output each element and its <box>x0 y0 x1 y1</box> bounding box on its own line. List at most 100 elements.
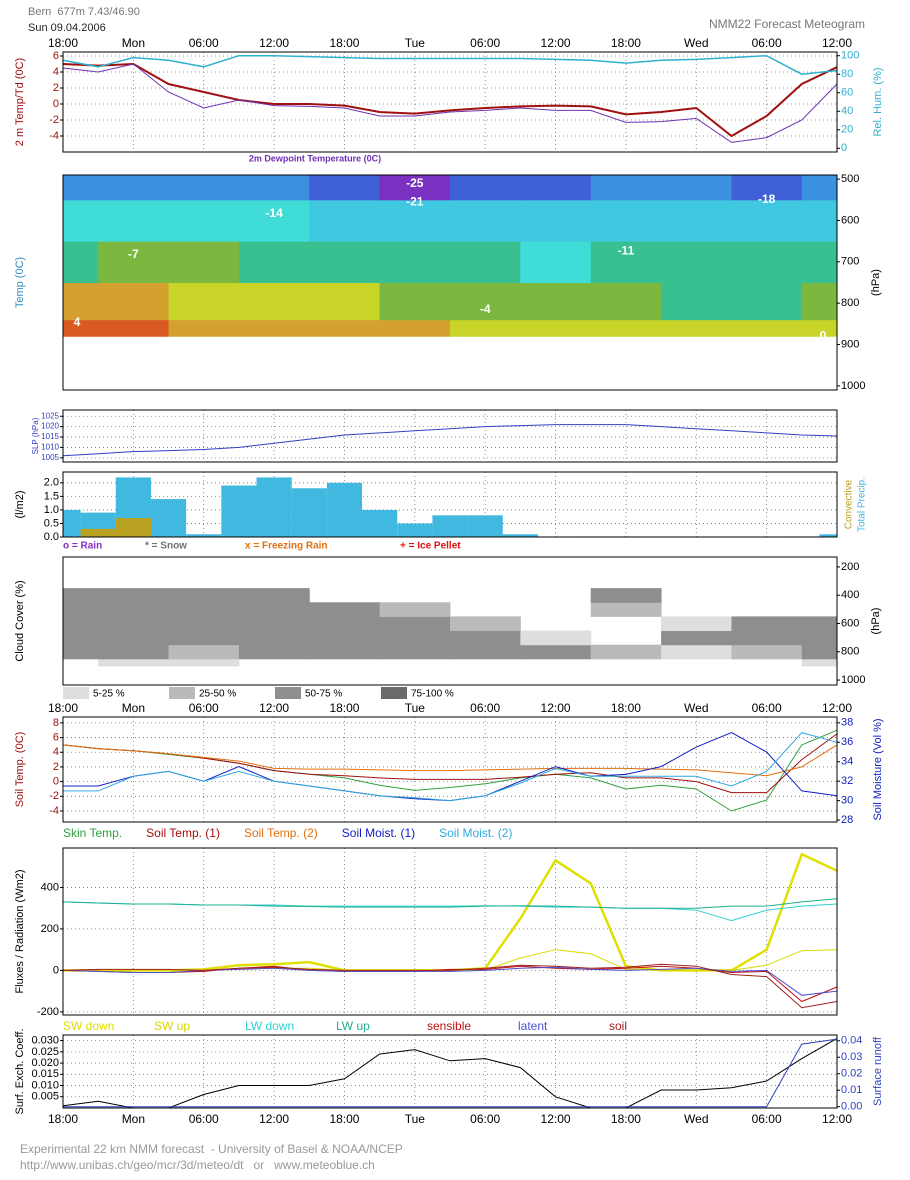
legend-entry: Soil Moist. (2) <box>439 826 512 840</box>
legend-entry: Soil Moist. (1) <box>342 826 415 840</box>
y-tick-label: 1000 <box>841 380 865 392</box>
heat-cell <box>801 199 838 242</box>
x-tick-label: 12:00 <box>259 1112 289 1126</box>
heat-cell <box>98 630 170 646</box>
x-tick-label: 06:00 <box>752 1112 782 1126</box>
symbol-legend: * = Snow <box>145 541 187 552</box>
x-tick-label: 06:00 <box>752 36 782 50</box>
y2-tick-label: 0 <box>841 142 847 154</box>
y2-axis-title: (hPa) <box>870 269 882 296</box>
x-tick-label: Mon <box>122 701 145 715</box>
y2-axis-title: (hPa) <box>870 608 882 635</box>
heat-cell <box>801 175 838 201</box>
y-tick-label: 1005 <box>41 453 59 462</box>
heat-cell <box>63 199 99 242</box>
x-tick-label: 18:00 <box>611 701 641 715</box>
heat-cell <box>801 630 838 646</box>
heat-cell <box>450 616 521 632</box>
precip-bar <box>502 534 538 537</box>
heat-cell <box>520 319 592 337</box>
series-line <box>63 1038 838 1108</box>
x-tick-label: 12:00 <box>541 701 571 715</box>
series-line <box>62 62 838 138</box>
y2-axis-title: Rel. Hum. (%) <box>872 67 884 136</box>
heat-cell <box>63 644 99 660</box>
x-tick-label: 06:00 <box>752 701 782 715</box>
y-tick-label: 500 <box>841 173 859 185</box>
heat-cell <box>590 241 662 283</box>
y-axis-title: Cloud Cover (%) <box>14 580 26 661</box>
heat-cell <box>309 319 381 337</box>
annotation: 2m Dewpoint Temperature (0C) <box>249 153 381 163</box>
symbol-legend: x = Freezing Rain <box>245 541 328 552</box>
x-tick-label: 06:00 <box>189 701 219 715</box>
legend-swatch <box>63 687 89 699</box>
heat-cell <box>309 602 381 617</box>
y2-tick-label: 0.01 <box>841 1084 862 1096</box>
heat-cell <box>731 616 803 632</box>
x-tick-label: Mon <box>122 36 145 50</box>
y-tick-label: 400 <box>41 881 59 893</box>
heat-cell <box>238 616 310 632</box>
y-tick-label: 6 <box>53 50 59 62</box>
heat-cell <box>731 630 803 646</box>
heat-cell <box>661 175 732 201</box>
heat-cell <box>590 319 662 337</box>
y-tick-label: 1025 <box>41 411 59 420</box>
heat-cell <box>801 616 838 632</box>
heat-cell <box>379 241 451 283</box>
x-tick-label: 18:00 <box>48 36 78 50</box>
y-tick-label: 600 <box>841 214 859 226</box>
y-axis-title: Temp (0C) <box>14 257 26 308</box>
x-tick-label: Wed <box>684 1112 708 1126</box>
heat-cell <box>309 644 381 660</box>
heat-cell <box>450 282 521 321</box>
x-tick-label: Wed <box>684 36 708 50</box>
legend-entry: LW up <box>336 1019 370 1033</box>
heat-cell <box>309 282 381 321</box>
series-line <box>62 1037 838 1109</box>
heat-cell <box>801 241 838 283</box>
y2-tick-label: 32 <box>841 775 853 787</box>
contour-label: 0 <box>820 328 827 342</box>
x-tick-label: 18:00 <box>611 36 641 50</box>
symbol-legend: + = Ice Pellet <box>400 541 461 552</box>
heat-cell <box>309 630 381 646</box>
x-tick-label: 18:00 <box>48 1112 78 1126</box>
heat-cell <box>379 616 451 632</box>
y-axis-title: (l/m2) <box>14 490 26 518</box>
heat-cell <box>731 175 803 201</box>
x-tick-label: 12:00 <box>541 36 571 50</box>
legend-label: 5-25 % <box>93 689 125 700</box>
heat-cell <box>379 282 451 321</box>
series-line <box>62 744 838 777</box>
y2-tick-label: 28 <box>841 814 853 826</box>
heat-cell <box>379 644 451 660</box>
heat-cell <box>63 282 99 321</box>
legend-entry: LW down <box>245 1019 294 1033</box>
contour-label: -7 <box>128 247 139 261</box>
x-tick-label: 06:00 <box>470 701 500 715</box>
heat-cell <box>238 630 310 646</box>
y-tick-label: 0.025 <box>31 1046 59 1058</box>
heat-cell <box>450 199 521 242</box>
panel-frame <box>62 174 838 391</box>
heat-cell <box>63 602 99 617</box>
heat-cell <box>520 644 592 660</box>
heat-cell <box>450 241 521 283</box>
heat-cell <box>450 175 521 201</box>
station: Bern 677m 7.43/46.90 <box>28 6 140 18</box>
heat-cell <box>590 175 662 201</box>
x-tick-label: 18:00 <box>329 1112 359 1126</box>
legend-entry: Total Precip. <box>857 477 868 532</box>
legend-swatch <box>169 687 195 699</box>
y-tick-label: 0.015 <box>31 1068 59 1080</box>
heat-cell <box>98 175 170 201</box>
heat-cell <box>98 616 170 632</box>
heat-cell <box>63 616 99 632</box>
y-axis-title: Fluxes / Radiation (Wm2) <box>14 869 26 993</box>
y-tick-label: 1020 <box>41 422 59 431</box>
heat-cell <box>63 630 99 646</box>
symbol-legend: o = Rain <box>63 541 102 552</box>
y-tick-label: -4 <box>49 130 59 142</box>
